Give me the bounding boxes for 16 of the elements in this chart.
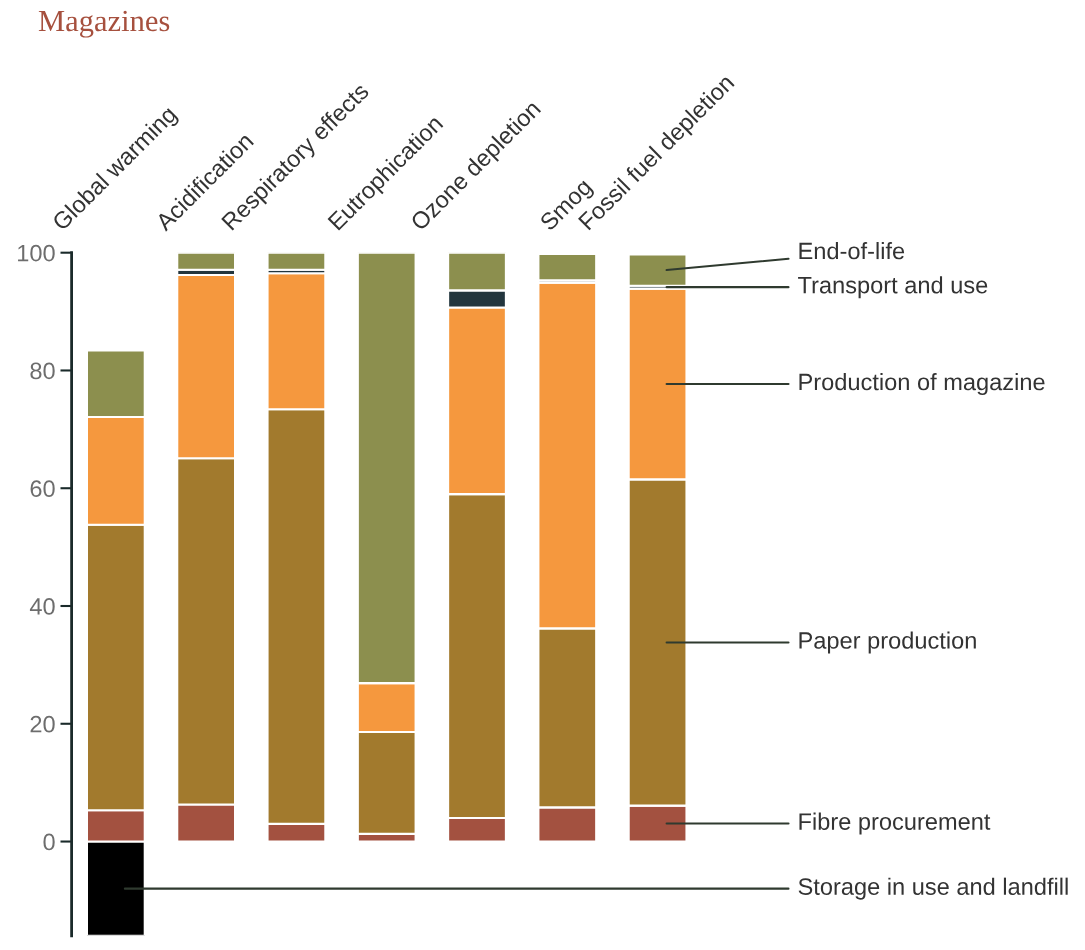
y-tick-label: 60 [30, 480, 55, 498]
bar [266, 252, 327, 271]
text: Fibre procurement [799, 812, 991, 835]
bar [537, 252, 598, 282]
text: Storage in use and landfill [798, 877, 1068, 900]
y-tick-label: 100 [18, 244, 55, 262]
text: Paper production [799, 631, 976, 654]
y-tick-label: 80 [30, 362, 55, 380]
y-tick-label: 0 [43, 833, 55, 851]
y-tick-label: 20 [30, 715, 55, 733]
y-tick-label: 40 [29, 598, 55, 615]
text: End-of-life [799, 241, 905, 260]
bar [627, 253, 688, 287]
chart-title: Magazines [38, 10, 170, 38]
text: Transport and use [798, 276, 988, 299]
text: Production of magazine [799, 373, 1045, 396]
